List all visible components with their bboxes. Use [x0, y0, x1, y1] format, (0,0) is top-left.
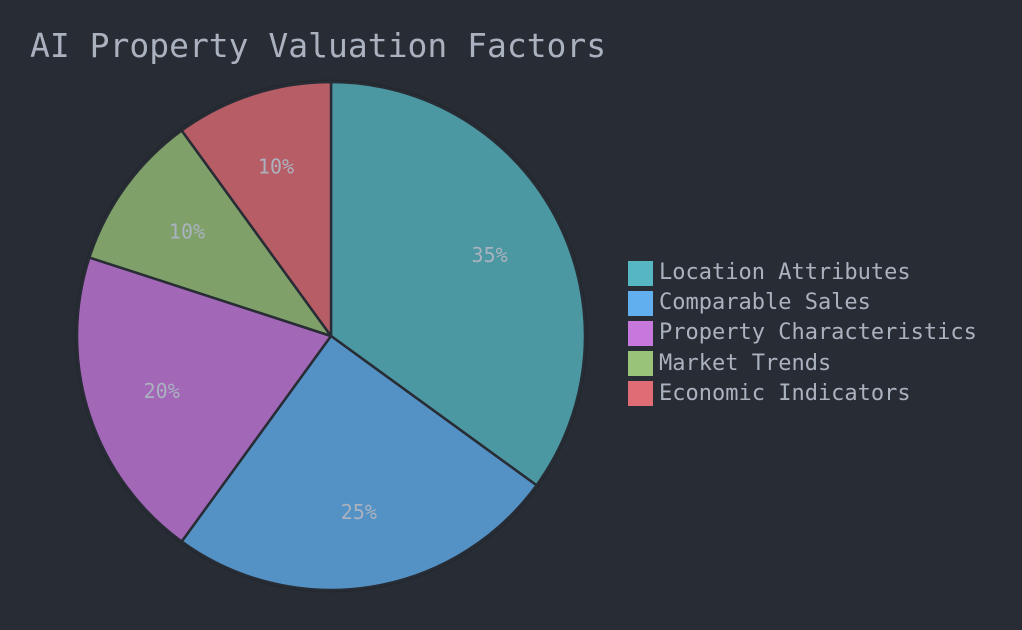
legend-label: Location Attributes [659, 260, 911, 286]
pie-label-location-attributes: 35% [472, 243, 508, 267]
legend-swatch [628, 381, 653, 407]
pie-slice-comparable-sales [180, 334, 538, 592]
legend-swatch [628, 290, 653, 316]
pie-label-property-characteristics: 20% [144, 379, 180, 403]
pie-label-market-trends: 10% [169, 219, 205, 243]
legend-item-location-attributes: Location Attributes [628, 258, 977, 288]
legend: Location Attributes Comparable Sales Prope… [628, 258, 977, 409]
legend-swatch [628, 351, 653, 377]
legend-swatch [628, 260, 653, 286]
pie-slice-economic-indicators [180, 80, 333, 338]
legend-swatch [628, 320, 653, 346]
pie-label-comparable-sales: 25% [341, 500, 377, 524]
pie-slice-property-characteristics [75, 256, 333, 543]
legend-item-economic-indicators: Economic Indicators [628, 379, 977, 409]
legend-item-comparable-sales: Comparable Sales [628, 288, 977, 318]
legend-label: Property Characteristics [659, 320, 977, 346]
legend-item-market-trends: Market Trends [628, 349, 977, 379]
pie-slice-market-trends [88, 129, 333, 338]
legend-label: Market Trends [659, 350, 832, 376]
chart-title: AI Property Valuation Factors [30, 26, 607, 65]
legend-label: Comparable Sales [659, 290, 871, 316]
legend-label: Economic Indicators [659, 380, 911, 406]
pie-slice-location-attributes [329, 80, 587, 487]
pie-label-economic-indicators: 10% [258, 155, 294, 179]
legend-item-property-characteristics: Property Characteristics [628, 318, 977, 348]
